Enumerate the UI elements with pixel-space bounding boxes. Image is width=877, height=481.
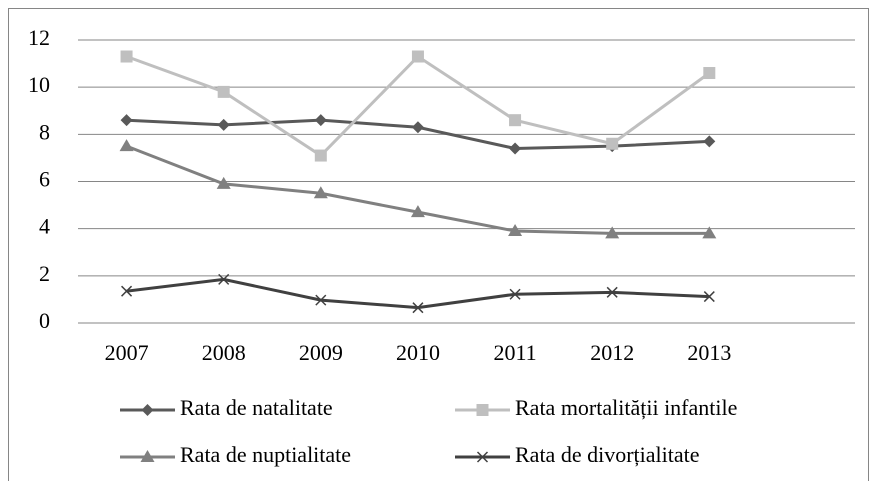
marker bbox=[120, 50, 133, 63]
legend-label: Rata de divorțialitate bbox=[515, 442, 700, 467]
x-tick-label: 2009 bbox=[299, 340, 343, 365]
marker bbox=[313, 186, 328, 199]
y-tick-label: 4 bbox=[39, 214, 50, 239]
marker bbox=[703, 291, 715, 303]
y-tick-label: 0 bbox=[39, 308, 50, 333]
x-tick-label: 2011 bbox=[493, 340, 536, 365]
marker bbox=[315, 294, 327, 306]
marker bbox=[217, 118, 230, 131]
y-tick-label: 12 bbox=[28, 25, 50, 50]
marker bbox=[703, 67, 716, 80]
marker bbox=[509, 142, 522, 155]
legend-label: Rata de nuptialitate bbox=[180, 442, 351, 467]
marker bbox=[509, 114, 522, 127]
marker bbox=[140, 450, 155, 462]
y-tick-label: 6 bbox=[39, 167, 50, 192]
marker bbox=[216, 176, 231, 189]
marker bbox=[606, 286, 618, 298]
marker bbox=[412, 302, 424, 314]
marker bbox=[314, 114, 327, 127]
series-line bbox=[126, 144, 710, 235]
marker bbox=[605, 226, 620, 239]
marker bbox=[476, 404, 489, 416]
marker bbox=[606, 137, 619, 150]
marker bbox=[217, 85, 230, 98]
y-tick-label: 2 bbox=[39, 261, 50, 286]
x-tick-label: 2012 bbox=[590, 340, 634, 365]
marker bbox=[120, 114, 133, 127]
y-tick-label: 8 bbox=[39, 119, 50, 144]
marker bbox=[410, 205, 425, 218]
x-tick-label: 2010 bbox=[396, 340, 440, 365]
marker bbox=[121, 285, 133, 297]
marker bbox=[508, 224, 523, 237]
legend-label: Rata mortalității infantile bbox=[515, 395, 737, 420]
marker bbox=[411, 50, 424, 63]
marker bbox=[218, 273, 230, 285]
series-line bbox=[126, 277, 710, 310]
marker bbox=[703, 135, 716, 148]
series-line bbox=[126, 54, 711, 158]
marker bbox=[314, 149, 327, 162]
marker bbox=[476, 451, 489, 463]
marker bbox=[509, 288, 521, 300]
x-tick-label: 2013 bbox=[687, 340, 731, 365]
x-tick-label: 2008 bbox=[202, 340, 246, 365]
legend-label: Rata de natalitate bbox=[180, 395, 333, 420]
marker bbox=[119, 139, 134, 152]
y-tick-label: 10 bbox=[28, 72, 50, 97]
marker bbox=[411, 121, 424, 134]
marker bbox=[141, 404, 154, 416]
x-tick-label: 2007 bbox=[105, 340, 149, 365]
marker bbox=[702, 226, 717, 239]
